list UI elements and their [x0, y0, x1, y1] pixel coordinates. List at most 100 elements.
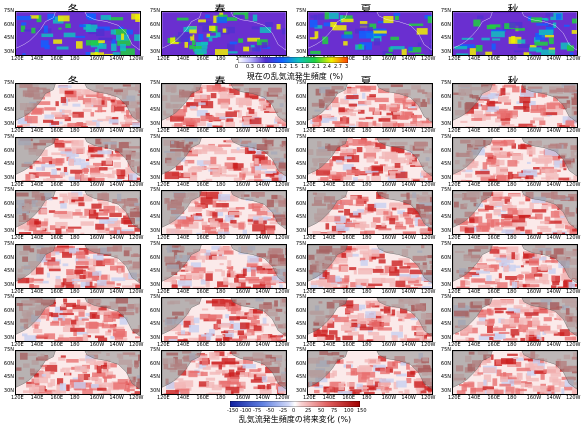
current-frequency-map: [452, 11, 578, 56]
longitude-tick-label: 120W: [566, 235, 581, 241]
current-frequency-label: 現在の乱気流発生頻度 (%): [246, 72, 344, 81]
longitude-tick-label: 120W: [566, 342, 581, 348]
longitude-tick-label: 140E: [467, 56, 481, 62]
longitude-tick-label: 160W: [89, 56, 105, 62]
latitude-tick-label: 45N: [440, 161, 451, 168]
change-season-title-summer: 夏: [360, 75, 372, 88]
longitude-tick-label: 180: [362, 395, 372, 401]
latitude-tick-label: 60N: [440, 93, 451, 100]
longitude-tick-label: 160E: [342, 342, 356, 348]
longitude-tick-label: 140W: [546, 289, 561, 295]
future-change-map: [452, 137, 578, 182]
longitude-tick-label: 140W: [401, 56, 416, 62]
longitude-tick-label: 140W: [546, 128, 561, 134]
future-change-map: [15, 244, 141, 289]
latitude-tick-label: 30N: [440, 175, 451, 181]
colorbar-tick-label: -75: [253, 408, 262, 414]
longitude-tick-label: 160W: [235, 235, 251, 241]
future-change-map: [15, 137, 141, 182]
longitude-tick-label: 140W: [109, 342, 124, 348]
future-change-map: [307, 350, 433, 395]
longitude-tick-label: 160W: [89, 235, 105, 241]
longitude-tick-label: 160W: [526, 395, 542, 401]
longitude-tick-label: 120E: [303, 395, 316, 401]
longitude-tick-label: 140E: [467, 342, 481, 348]
longitude-tick-label: 120E: [11, 128, 24, 134]
colorbar-tick-label: 0.6: [257, 64, 265, 70]
latitude-tick-label: 75N: [295, 241, 306, 247]
longitude-tick-label: 160E: [196, 289, 210, 295]
longitude-tick-label: 160E: [196, 182, 210, 188]
longitude-tick-label: 120W: [129, 235, 144, 241]
current-frequency-colorbar: [238, 57, 348, 63]
longitude-tick-label: 120E: [157, 56, 170, 62]
longitude-tick-label: 120E: [157, 342, 170, 348]
longitude-tick-label: 160E: [50, 128, 64, 134]
latitude-tick-label: 45N: [440, 35, 451, 42]
longitude-tick-label: 160E: [487, 56, 501, 62]
latitude-tick-label: 75N: [3, 241, 14, 247]
latitude-tick-label: 45N: [149, 374, 160, 381]
longitude-tick-label: 120E: [448, 128, 461, 134]
longitude-tick-label: 140E: [467, 128, 481, 134]
longitude-tick-label: 120W: [275, 235, 290, 241]
change-season-title-spring: 春: [214, 75, 226, 88]
longitude-tick-label: 140E: [176, 128, 190, 134]
longitude-tick-label: 140E: [322, 289, 336, 295]
longitude-tick-label: 180: [216, 395, 226, 401]
longitude-tick-label: 120W: [566, 289, 581, 295]
longitude-tick-label: 120W: [421, 182, 436, 188]
longitude-tick-label: 180: [216, 56, 226, 62]
latitude-tick-label: 30N: [295, 228, 306, 234]
longitude-tick-label: 120W: [566, 395, 581, 401]
longitude-tick-label: 160E: [487, 289, 501, 295]
colorbar-tick-label: 0.3: [246, 64, 254, 70]
longitude-tick-label: 140W: [109, 182, 124, 188]
longitude-tick-label: 120E: [157, 395, 170, 401]
longitude-tick-label: 180: [362, 128, 372, 134]
longitude-tick-label: 120E: [11, 342, 24, 348]
longitude-tick-label: 120E: [157, 235, 170, 241]
colorbar-tick-label: 100: [344, 408, 354, 414]
longitude-tick-label: 140E: [176, 342, 190, 348]
latitude-tick-label: 60N: [149, 254, 160, 261]
latitude-tick-label: 45N: [440, 107, 451, 114]
longitude-tick-label: 120E: [157, 128, 170, 134]
latitude-tick-label: 30N: [3, 121, 14, 127]
longitude-tick-label: 140E: [467, 395, 481, 401]
latitude-tick-label: 30N: [149, 228, 160, 234]
latitude-tick-label: 30N: [440, 282, 451, 288]
longitude-tick-label: 120E: [448, 56, 461, 62]
latitude-tick-label: 45N: [295, 374, 306, 381]
longitude-tick-label: 120E: [11, 235, 24, 241]
longitude-tick-label: 160W: [235, 182, 251, 188]
change-season-title-autumn: 秋: [507, 75, 519, 88]
colorbar-tick-label: -25: [279, 408, 288, 414]
longitude-tick-label: 160E: [196, 128, 210, 134]
latitude-tick-label: 60N: [3, 93, 14, 100]
longitude-tick-label: 160E: [50, 182, 64, 188]
longitude-tick-label: 160W: [235, 342, 251, 348]
latitude-tick-label: 45N: [149, 268, 160, 275]
colorbar-tick-label: 3: [345, 64, 349, 70]
future-change-map: [307, 297, 433, 342]
longitude-tick-label: 120W: [275, 289, 290, 295]
latitude-tick-label: 60N: [149, 21, 160, 28]
future-change-map: [452, 83, 578, 128]
longitude-tick-label: 120E: [11, 56, 24, 62]
longitude-tick-label: 120W: [129, 342, 144, 348]
longitude-tick-label: 160E: [196, 235, 210, 241]
longitude-tick-label: 180: [216, 342, 226, 348]
longitude-tick-label: 180: [70, 182, 80, 188]
latitude-tick-label: 60N: [149, 200, 160, 207]
latitude-tick-label: 60N: [149, 147, 160, 154]
longitude-tick-label: 120E: [448, 342, 461, 348]
longitude-tick-label: 180: [70, 289, 80, 295]
latitude-tick-label: 30N: [440, 388, 451, 394]
season-title-spring: 春: [214, 3, 226, 16]
longitude-tick-label: 160E: [196, 342, 210, 348]
future-change-map: [452, 297, 578, 342]
latitude-tick-label: 75N: [3, 8, 14, 14]
latitude-tick-label: 60N: [3, 147, 14, 154]
latitude-tick-label: 45N: [3, 107, 14, 114]
